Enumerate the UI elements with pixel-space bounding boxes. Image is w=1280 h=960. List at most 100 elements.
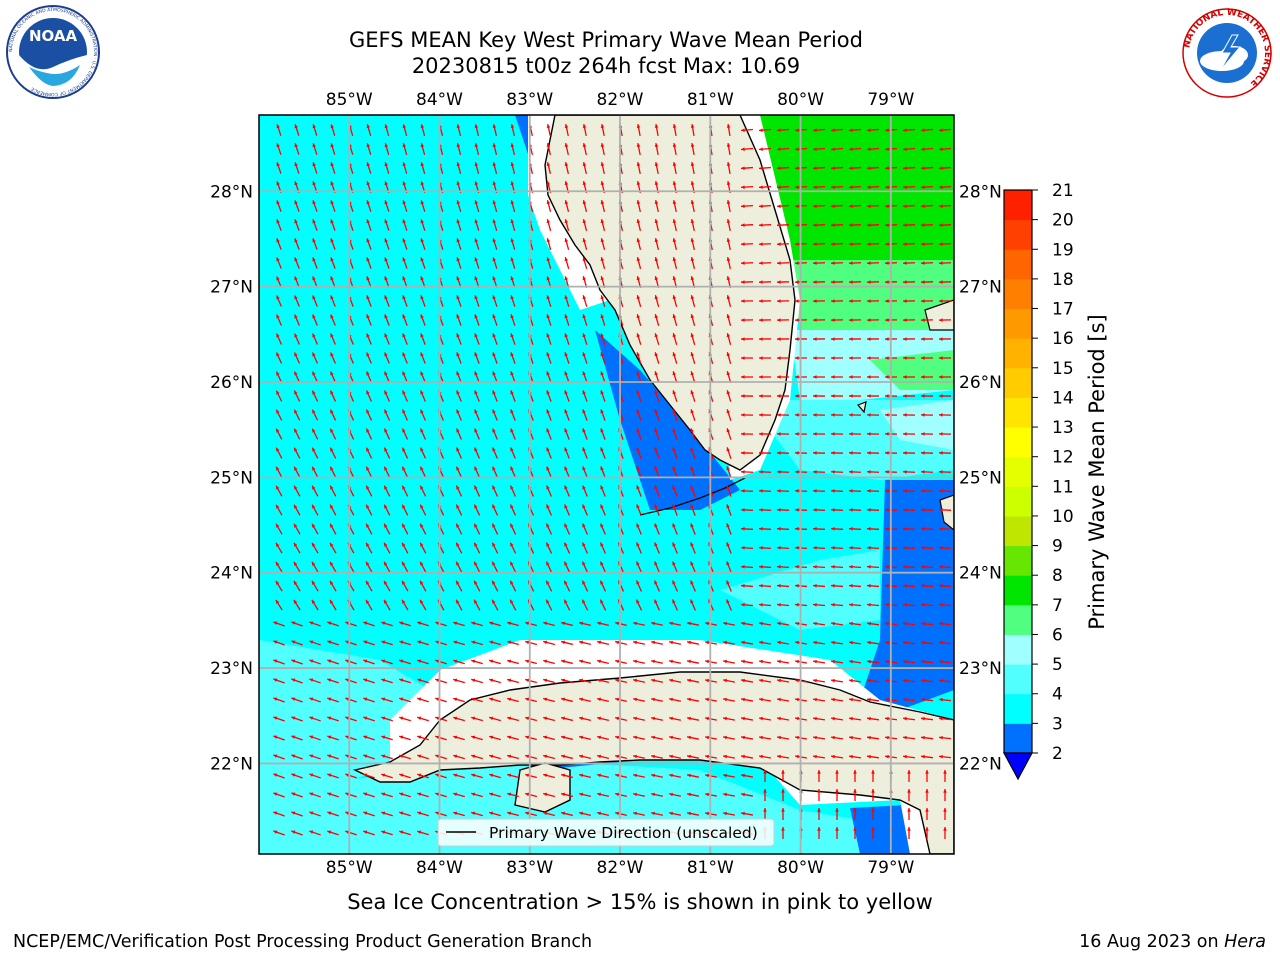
lon-tick-label-bottom: 83°W (506, 858, 553, 878)
period-patch-2-4 (860, 480, 954, 710)
colorbar-tick-label: 3 (1052, 714, 1063, 734)
colorbar-tick-label: 14 (1052, 388, 1074, 408)
noaa-logo: NOAA NATIONAL OCEANIC AND ATMOSPHERIC AD… (2, 5, 104, 105)
colorbar-tick-label: 18 (1052, 270, 1074, 290)
colorbar-tick-label: 11 (1052, 477, 1074, 497)
lon-tick-label-bottom: 85°W (326, 858, 373, 878)
colorbar-bin (1004, 367, 1032, 398)
isla-juventud-land (514, 762, 571, 813)
date-line: 16 Aug 2023 on Hera (1079, 932, 1266, 952)
lon-tick-label-bottom: 84°W (416, 858, 463, 878)
map-subtitle: 20230815 t00z 264h fcst Max: 10.69 (411, 54, 801, 78)
colorbar-bin (1004, 515, 1032, 547)
colorbar-bin (1004, 308, 1032, 339)
graticule (259, 115, 954, 854)
lat-tick-label-right: 25°N (959, 468, 1002, 488)
host-name: Hera (1224, 932, 1266, 952)
colorbar-tick-label: 17 (1052, 300, 1074, 320)
colorbar-bin (1004, 634, 1032, 665)
lat-tick-label-left: 22°N (210, 754, 253, 774)
colorbar-bin (1004, 575, 1032, 606)
bahamas-land (856, 401, 867, 414)
period-patch-10-12 (790, 260, 954, 330)
bahamas-land (939, 494, 954, 531)
colorbar-tick-label: 4 (1052, 685, 1063, 705)
colorbar-bin (1004, 664, 1032, 695)
credit-line: NCEP/EMC/Verification Post Processing Pr… (13, 932, 593, 952)
colorbar-bin (1004, 486, 1032, 517)
lon-tick-label-bottom: 81°W (687, 858, 734, 878)
date-text: 16 Aug 2023 on (1079, 932, 1225, 952)
colorbar-tick-label: 9 (1052, 537, 1063, 557)
colorbar-tick-label: 12 (1052, 448, 1074, 468)
lon-tick-label-top: 85°W (326, 90, 373, 110)
legend-label: Primary Wave Direction (unscaled) (489, 824, 758, 842)
colorbar-bin (1004, 456, 1032, 487)
colorbar-bin (1004, 723, 1032, 754)
lon-tick-label-bottom: 82°W (597, 858, 644, 878)
colorbar-bin (1004, 219, 1032, 250)
colorbar-bin (1004, 190, 1032, 221)
lat-tick-label-left: 28°N (210, 182, 253, 202)
colorbar-tick-label: 10 (1052, 507, 1074, 527)
colorbar-bin (1004, 338, 1032, 369)
lon-tick-label-top: 80°W (777, 90, 824, 110)
colorbar-bin (1004, 545, 1032, 576)
period-patch-2-4 (595, 330, 740, 510)
bahamas-land (924, 299, 954, 331)
colorbar-tick-label: 7 (1052, 596, 1063, 616)
colorbar-tick-label: 8 (1052, 566, 1063, 586)
lon-tick-label-bottom: 80°W (777, 858, 824, 878)
colorbar-bin (1004, 249, 1032, 280)
colorbar-bin (1004, 278, 1032, 310)
colorbar-frame (1003, 189, 1033, 754)
colorbar-tick-label: 13 (1052, 418, 1074, 438)
colorbar-bin (1004, 604, 1032, 635)
colorbar-tick-label: 5 (1052, 655, 1063, 675)
lat-tick-label-right: 26°N (959, 373, 1002, 393)
colorbar-extend-arrow (1002, 752, 1034, 781)
colorbar-tick-label: 19 (1052, 240, 1074, 260)
map-legend: Primary Wave Direction (unscaled) (437, 818, 775, 847)
lon-tick-label-top: 82°W (597, 90, 644, 110)
lon-tick-label-top: 79°W (867, 90, 914, 110)
lat-tick-label-right: 24°N (959, 564, 1002, 584)
wave-direction-arrows (273, 123, 952, 839)
colorbar-tick-label: 21 (1052, 181, 1074, 201)
colorbar-tick-label: 15 (1052, 359, 1074, 379)
colorbar-tick-label: 6 (1052, 625, 1063, 645)
lat-tick-label-left: 26°N (210, 373, 253, 393)
colorbar-bin (1004, 397, 1032, 428)
lat-tick-label-left: 27°N (210, 278, 253, 298)
sea-ice-note: Sea Ice Concentration > 15% is shown in … (347, 890, 933, 914)
period-patch-6-8 (259, 640, 430, 800)
svg-text:NOAA: NOAA (29, 27, 78, 45)
lat-tick-label-right: 23°N (959, 659, 1002, 679)
lon-tick-label-top: 81°W (687, 90, 734, 110)
map-frame (258, 114, 955, 855)
lat-tick-label-left: 25°N (210, 468, 253, 488)
lat-tick-label-left: 23°N (210, 659, 253, 679)
colorbar-tick-label: 16 (1052, 329, 1074, 349)
lon-tick-label-top: 83°W (506, 90, 553, 110)
colorbar-bin (1004, 427, 1032, 458)
lat-tick-label-right: 22°N (959, 754, 1002, 774)
colorbar-tick-label: 20 (1052, 211, 1074, 231)
cuba-land (352, 671, 954, 854)
colorbar-title: Primary Wave Mean Period [s] (1085, 314, 1109, 630)
lat-tick-label-right: 27°N (959, 278, 1002, 298)
map-title: GEFS MEAN Key West Primary Wave Mean Per… (349, 28, 863, 52)
nws-logo: NATIONAL WEATHER SERVICE (1176, 5, 1278, 105)
lat-tick-label-right: 28°N (959, 182, 1002, 202)
map-axis-ticks: 85°W 85°W 84°W 84°W 83°W 83°W 82°W 82°W 81°W 81°W… (210, 90, 1002, 878)
lon-tick-label-bottom: 79°W (867, 858, 914, 878)
period-patch-8-10 (880, 400, 954, 450)
colorbar-tick-label: 2 (1052, 744, 1063, 764)
lat-tick-label-left: 24°N (210, 564, 253, 584)
colorbar-bin (1004, 693, 1032, 724)
period-patch-6-8 (259, 760, 954, 854)
lon-tick-label-top: 84°W (416, 90, 463, 110)
colorbar: 2 3 4 5 6 7 8 9 10 11 12 13 14 15 16 17 18 19 20 21 (1002, 181, 1074, 781)
florida-keys (639, 477, 746, 516)
